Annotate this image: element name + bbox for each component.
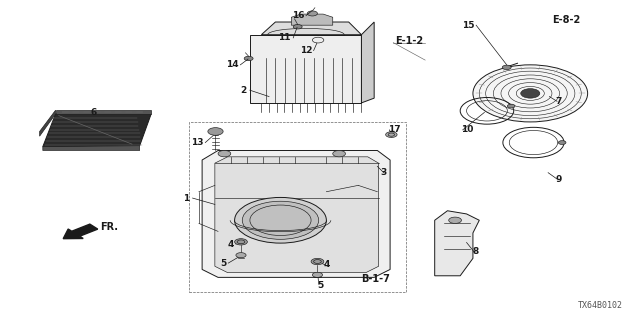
Text: E-8-2: E-8-2: [552, 15, 581, 25]
Circle shape: [508, 104, 515, 108]
Text: 3: 3: [381, 168, 387, 177]
Circle shape: [236, 252, 246, 258]
Circle shape: [235, 197, 326, 243]
Circle shape: [235, 239, 247, 245]
Polygon shape: [435, 211, 479, 276]
Text: 13: 13: [191, 138, 204, 147]
Text: 15: 15: [461, 21, 474, 30]
Text: 5: 5: [317, 281, 323, 290]
Text: FR.: FR.: [100, 222, 118, 232]
Text: 6: 6: [91, 108, 97, 117]
Polygon shape: [56, 110, 151, 114]
Text: 10: 10: [461, 125, 474, 134]
Text: 14: 14: [226, 60, 239, 69]
Text: 5: 5: [220, 259, 227, 268]
Text: TX64B0102: TX64B0102: [578, 301, 623, 310]
FancyArrow shape: [63, 224, 98, 239]
Circle shape: [311, 258, 324, 265]
Text: 11: 11: [278, 33, 290, 42]
Circle shape: [473, 65, 588, 122]
Polygon shape: [261, 22, 362, 35]
Circle shape: [244, 56, 253, 61]
Text: 4: 4: [323, 260, 330, 269]
Text: B-1-7: B-1-7: [362, 274, 390, 284]
Polygon shape: [362, 22, 374, 103]
Circle shape: [243, 201, 319, 239]
Text: E-1-2: E-1-2: [395, 36, 423, 46]
Circle shape: [558, 141, 566, 144]
Polygon shape: [43, 146, 140, 150]
Polygon shape: [215, 157, 379, 273]
Circle shape: [333, 150, 346, 157]
Text: 12: 12: [300, 46, 312, 55]
Circle shape: [521, 89, 540, 98]
Text: 1: 1: [183, 194, 189, 203]
Circle shape: [208, 128, 223, 135]
Circle shape: [312, 272, 323, 277]
Circle shape: [449, 217, 461, 223]
Text: 7: 7: [556, 97, 562, 106]
Text: 17: 17: [388, 125, 401, 134]
Circle shape: [307, 11, 317, 16]
Polygon shape: [202, 150, 390, 277]
Circle shape: [386, 132, 397, 138]
Text: 16: 16: [292, 11, 305, 20]
Text: 9: 9: [556, 174, 562, 184]
Polygon shape: [43, 114, 151, 147]
Text: 4: 4: [228, 240, 234, 249]
Circle shape: [293, 25, 302, 29]
Polygon shape: [40, 110, 56, 136]
Polygon shape: [291, 14, 333, 25]
Circle shape: [218, 150, 231, 157]
Text: 2: 2: [241, 86, 246, 95]
Circle shape: [502, 65, 511, 69]
Polygon shape: [250, 35, 362, 103]
Text: 8: 8: [473, 247, 479, 257]
